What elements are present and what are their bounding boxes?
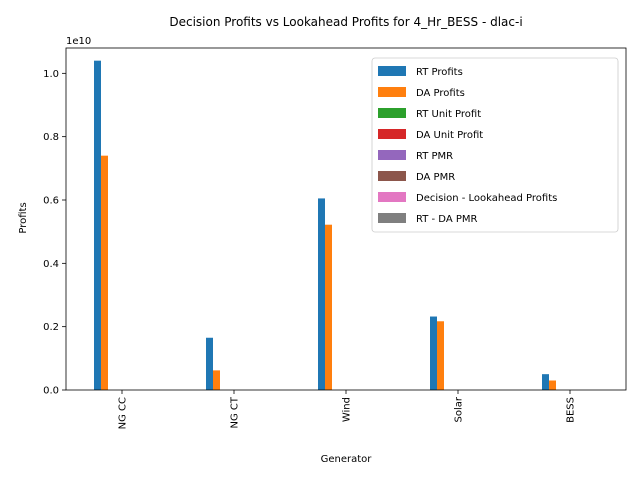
y-tick-label: 0.2 xyxy=(43,322,59,333)
bar xyxy=(542,374,549,390)
legend-box xyxy=(371,57,619,233)
y-tick-label: 0.8 xyxy=(43,132,59,143)
x-axis-label: Generator xyxy=(321,454,373,465)
legend-entry: Decision - Lookahead Profits xyxy=(416,193,557,204)
bar xyxy=(101,155,108,390)
y-tick-label: 0.4 xyxy=(43,259,59,270)
legend-swatch xyxy=(378,192,406,202)
legend-swatch xyxy=(378,171,406,181)
x-tick-label: Solar xyxy=(454,396,465,422)
plot-frame xyxy=(65,47,627,391)
plot-area: 0.0 0.2 0.4 0.6 0.8 1.0 NG CC NG CT Wind Solar BES… xyxy=(43,47,627,429)
bar xyxy=(549,380,556,390)
bar xyxy=(430,316,437,390)
legend-entry: DA PMR xyxy=(416,172,455,183)
x-tick-label: Wind xyxy=(342,397,353,422)
legend-swatch xyxy=(378,150,406,160)
y-tick-label: 0.0 xyxy=(43,386,59,397)
y-tick-label: 0.6 xyxy=(43,196,59,207)
legend: RT Profits DA Profits RT Unit Profit DA Uni… xyxy=(371,57,619,233)
legend-swatch xyxy=(378,213,406,223)
legend-swatch xyxy=(378,66,406,76)
y-axis-label: Profits xyxy=(18,202,29,233)
legend-swatch xyxy=(378,108,406,118)
legend-entry: RT Unit Profit xyxy=(416,109,481,120)
legend-entry: RT - DA PMR xyxy=(416,214,477,225)
bar xyxy=(318,198,325,390)
bar xyxy=(206,337,213,390)
bar xyxy=(213,370,220,390)
bar xyxy=(437,321,444,390)
legend-swatch xyxy=(378,87,406,97)
y-scale-offset: 1e10 xyxy=(66,36,91,47)
legend-entry: DA Unit Profit xyxy=(416,130,483,141)
legend-entry: RT PMR xyxy=(416,151,453,162)
y-tick-label: 1.0 xyxy=(43,69,59,80)
x-tick-label: BESS xyxy=(566,397,577,423)
x-tick-label: NG CC xyxy=(118,397,129,429)
chart-title: Decision Profits vs Lookahead Profits fo… xyxy=(169,15,522,29)
legend-entry: DA Profits xyxy=(416,88,465,99)
x-tick-label: NG CT xyxy=(230,396,241,428)
bar xyxy=(325,224,332,390)
legend-swatch xyxy=(378,129,406,139)
bar xyxy=(94,60,101,391)
legend-entry: RT Profits xyxy=(416,67,463,78)
